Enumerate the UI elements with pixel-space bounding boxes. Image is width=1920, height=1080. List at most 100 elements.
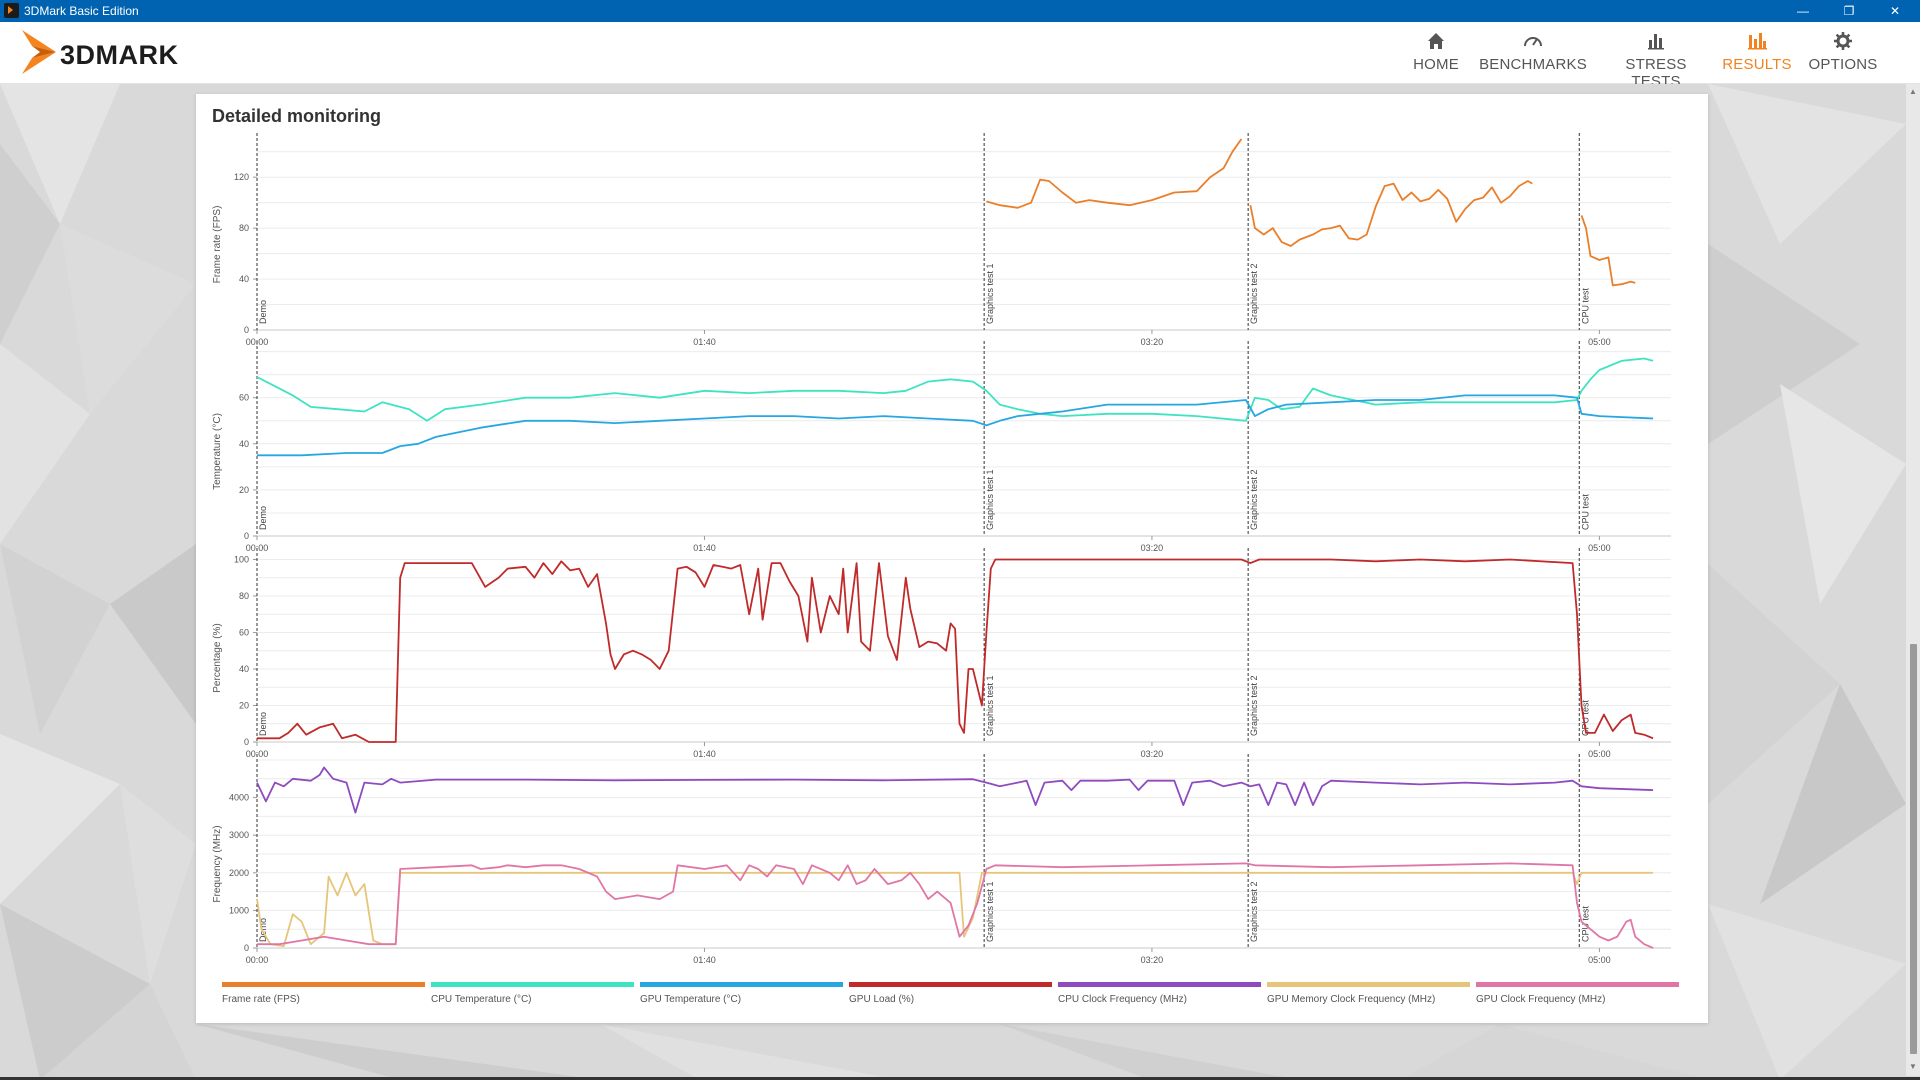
marker-label-graphics-test-1: Graphics test 1: [985, 881, 995, 942]
window-title: 3DMark Basic Edition: [24, 4, 139, 18]
y-tick-label: 0: [244, 531, 249, 541]
nav-results-label: RESULTS: [1722, 56, 1792, 73]
results-chart-icon: [1748, 33, 1767, 50]
nav-options-label: OPTIONS: [1808, 56, 1878, 73]
y-axis-label: Frame rate (FPS): [212, 206, 223, 284]
nav-benchmarks-label: BENCHMARKS: [1479, 56, 1587, 73]
y-tick-label: 120: [234, 172, 249, 182]
y-tick-label: 0: [244, 325, 249, 335]
x-tick-label: 05:00: [1588, 955, 1611, 965]
legend-color-bar: [1058, 982, 1261, 987]
y-tick-label: 60: [239, 393, 249, 403]
gear-icon: [1834, 32, 1852, 50]
home-icon: [1428, 33, 1444, 49]
scroll-down-arrow-icon[interactable]: ▼: [1909, 1062, 1917, 1071]
series-line-gpu-memory-clock-frequency-mhz: [256, 871, 1654, 947]
window-title-bar: 3DMark Basic Edition — ❐ ✕: [0, 0, 1920, 22]
legend-item-cpu-clock-frequency-mhz[interactable]: CPU Clock Frequency (MHz): [1058, 982, 1261, 1006]
nav-home[interactable]: HOME: [1404, 30, 1468, 80]
y-tick-label: 100: [234, 554, 249, 564]
y-tick-label: 3000: [229, 830, 249, 840]
nav-results[interactable]: RESULTS: [1722, 30, 1792, 80]
y-tick-label: 80: [239, 223, 249, 233]
app-header: 3DMARK HOME BENCHMARKS STRESS TESTS RESU…: [0, 22, 1920, 90]
marker-label-cpu-test: CPU test: [1580, 493, 1590, 530]
legend-color-bar: [849, 982, 1052, 987]
legend-label: GPU Memory Clock Frequency (MHz): [1267, 994, 1436, 1005]
x-tick-label: 05:00: [1588, 337, 1611, 347]
series-line-frame-rate-fps: [1249, 180, 1533, 247]
scroll-up-arrow-icon[interactable]: ▲: [1909, 87, 1917, 96]
y-tick-label: 0: [244, 737, 249, 747]
series-line-gpu-clock-frequency-mhz: [257, 862, 1654, 949]
nav-stress-tests[interactable]: STRESS TESTS: [1604, 30, 1708, 90]
taskbar-edge: [0, 1077, 1920, 1080]
y-axis-label: Percentage (%): [212, 623, 223, 692]
x-tick-label: 03:20: [1141, 543, 1164, 553]
nav-benchmarks[interactable]: BENCHMARKS: [1478, 30, 1588, 80]
legend-color-bar: [1476, 982, 1679, 987]
x-tick-label: 01:40: [693, 543, 716, 553]
y-tick-label: 4000: [229, 793, 249, 803]
marker-label-graphics-test-2: Graphics test 2: [1249, 469, 1259, 530]
nav-home-label: HOME: [1413, 56, 1459, 73]
x-tick-label: 05:00: [1588, 543, 1611, 553]
series-line-frame-rate-fps: [1580, 215, 1636, 287]
legend-label: Frame rate (FPS): [222, 994, 300, 1005]
card-title: Detailed monitoring: [212, 106, 382, 126]
nav-options[interactable]: OPTIONS: [1806, 30, 1880, 80]
series-line-gpu-temperature-c: [257, 394, 1654, 457]
monitoring-charts: 0 40 80 120 Frame rate (FPS) 00:00 01:40 03:20 0…: [212, 133, 1671, 965]
y-tick-label: 40: [239, 664, 249, 674]
legend-item-gpu-load[interactable]: GPU Load (%): [849, 982, 1052, 1006]
marker-label-graphics-test-1: Graphics test 1: [985, 469, 995, 530]
legend-color-bar: [640, 982, 843, 987]
legend-item-cpu-temperature-c[interactable]: CPU Temperature (°C): [431, 982, 634, 1006]
series-line-cpu-temperature-c: [256, 357, 1654, 422]
marker-label-demo: Demo: [258, 300, 268, 324]
legend-item-frame-rate-fps[interactable]: Frame rate (FPS): [222, 982, 425, 1006]
vertical-scrollbar[interactable]: ▲ ▼: [1906, 84, 1920, 1076]
y-tick-label: 40: [239, 274, 249, 284]
minimize-button[interactable]: —: [1797, 4, 1809, 18]
series-line-frame-rate-fps: [986, 138, 1243, 209]
marker-label-graphics-test-2: Graphics test 2: [1249, 263, 1259, 324]
y-tick-label: 2000: [229, 868, 249, 878]
legend-item-gpu-clock-frequency-mhz[interactable]: GPU Clock Frequency (MHz): [1476, 982, 1679, 1006]
y-axis-label: Frequency (MHz): [212, 825, 223, 902]
legend-item-gpu-temperature-c[interactable]: GPU Temperature (°C): [640, 982, 843, 1006]
legend-label: GPU Load (%): [849, 994, 915, 1005]
marker-label-cpu-test: CPU test: [1580, 699, 1590, 736]
legend-color-bar: [222, 982, 425, 987]
scrollbar-thumb[interactable]: [1910, 644, 1917, 1054]
logo[interactable]: 3DMARK: [18, 28, 218, 78]
marker-label-demo: Demo: [258, 712, 268, 736]
logo-mark-icon: [22, 30, 56, 74]
close-button[interactable]: ✕: [1889, 4, 1901, 18]
x-tick-label: 03:20: [1141, 749, 1164, 759]
legend-label: GPU Clock Frequency (MHz): [1476, 994, 1606, 1005]
chart-panel-frequency-mhz: 0 1000 2000 3000 4000 Frequency (MHz) 00:00 01:…: [212, 754, 1671, 965]
marker-label-graphics-test-2: Graphics test 2: [1249, 675, 1259, 736]
logo-text: 3DMARK: [60, 40, 179, 70]
x-tick-label: 01:40: [693, 749, 716, 759]
detailed-monitoring-card: Detailed monitoring 0 40 80 120 Frame rate (…: [196, 94, 1708, 1023]
marker-label-cpu-test: CPU test: [1580, 287, 1590, 324]
x-tick-label: 00:00: [246, 955, 269, 965]
restore-button[interactable]: ❐: [1843, 4, 1855, 18]
legend-label: GPU Temperature (°C): [640, 994, 742, 1005]
y-tick-label: 0: [244, 943, 249, 953]
legend-item-gpu-memory-clock-frequency-mhz[interactable]: GPU Memory Clock Frequency (MHz): [1267, 982, 1470, 1006]
speedometer-icon: [1524, 37, 1542, 47]
legend-label: CPU Temperature (°C): [431, 994, 532, 1005]
series-line-cpu-clock-frequency-mhz: [256, 766, 1654, 814]
bar-chart-icon: [1648, 34, 1664, 50]
marker-label-graphics-test-2: Graphics test 2: [1249, 881, 1259, 942]
y-tick-label: 40: [239, 439, 249, 449]
legend-label: CPU Clock Frequency (MHz): [1058, 994, 1187, 1005]
marker-label-graphics-test-1: Graphics test 1: [985, 263, 995, 324]
y-tick-label: 80: [239, 591, 249, 601]
